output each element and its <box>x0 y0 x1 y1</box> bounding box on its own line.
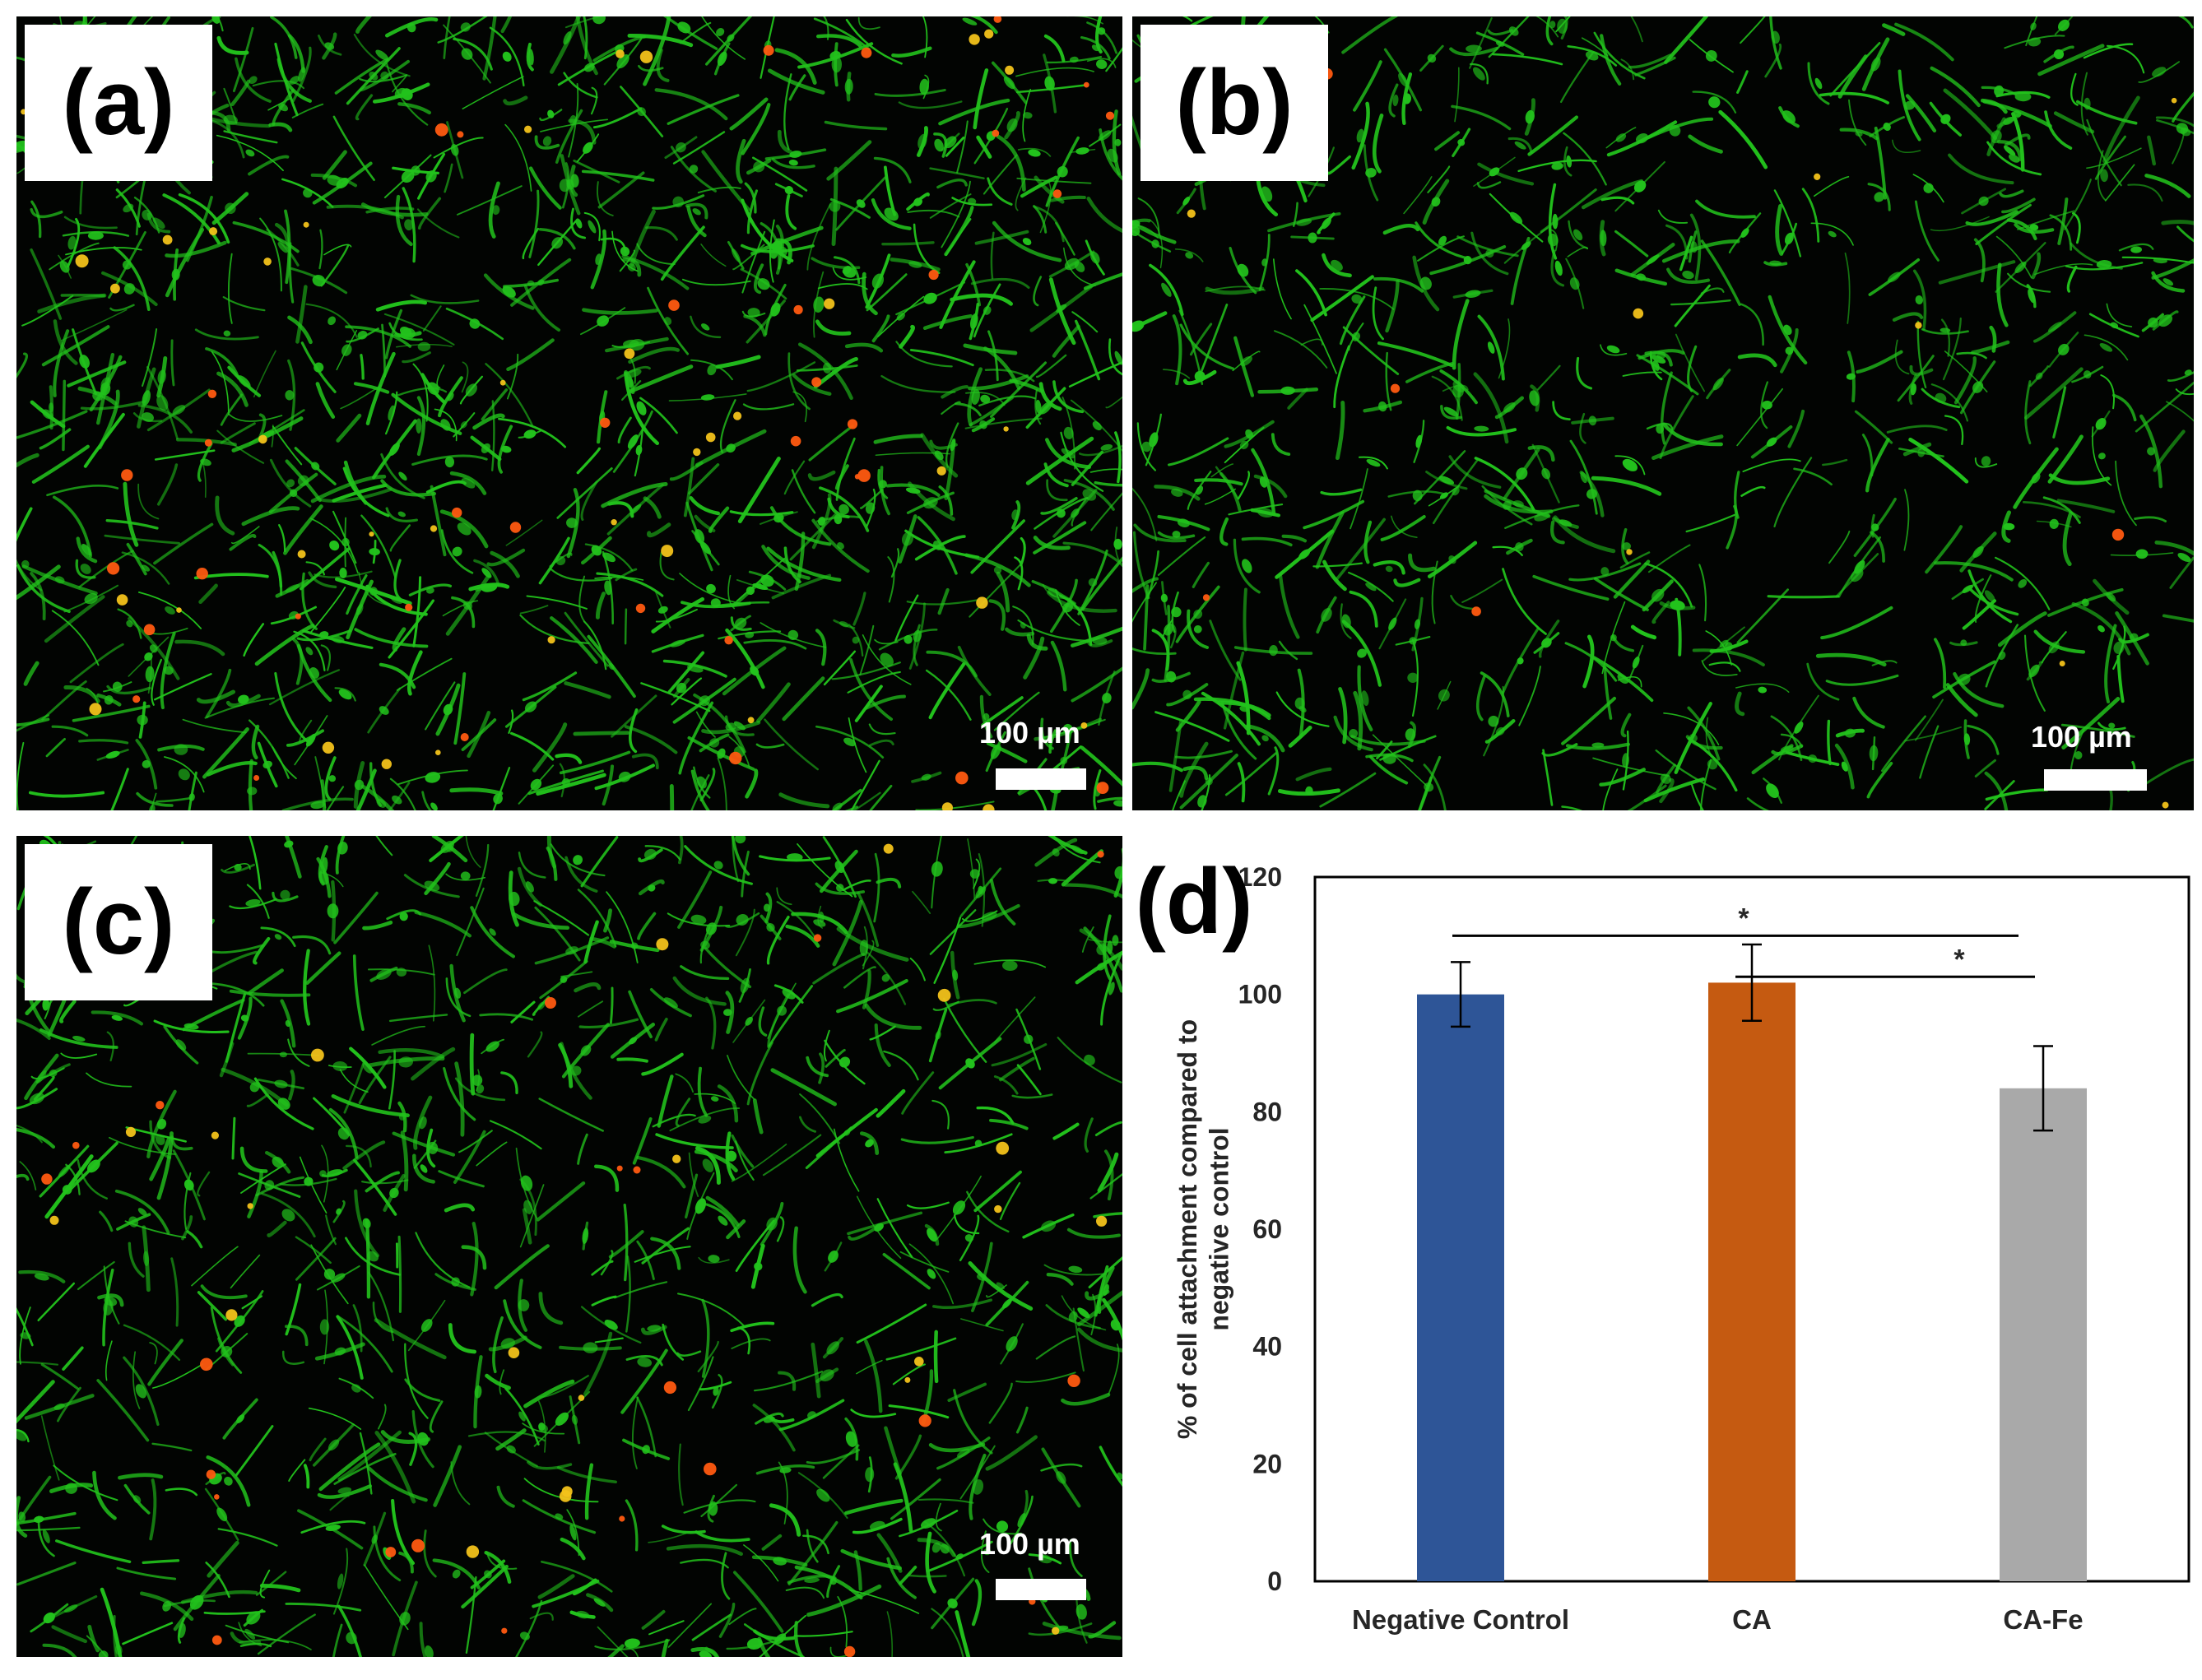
error-bar <box>2033 1045 2053 1132</box>
y-axis-label: % of cell attachment compared tonegative… <box>1173 1019 1233 1439</box>
y-tick-label: 60 <box>1252 1214 1282 1244</box>
scale-bar-label-b: 100 µm <box>2031 720 2132 754</box>
x-tick-label: CA <box>1732 1604 1772 1635</box>
bar-ca <box>1708 982 1796 1581</box>
bar-ca-fe <box>2000 1088 2087 1581</box>
significance-mark: * <box>1738 903 1749 934</box>
significance-mark: * <box>1953 944 1965 975</box>
cell-layer <box>1132 16 2194 810</box>
fluorescence-image-c <box>16 836 1122 1657</box>
scale-bar-label-c: 100 µm <box>979 1527 1080 1561</box>
scale-bar-a <box>996 768 1086 790</box>
error-bar <box>1742 943 1762 1023</box>
y-tick-label: 0 <box>1267 1566 1282 1596</box>
bar-negative-control <box>1417 994 1504 1581</box>
scale-bar-c <box>996 1579 1086 1600</box>
scale-bar-b <box>2044 769 2147 791</box>
fluorescence-image-b <box>1132 16 2194 810</box>
chart-panel-d: 0 20 40 60 80 100 120 % of cell attachment comp… <box>1132 836 2202 1680</box>
panel-label-d: (d) <box>1135 850 1253 953</box>
micrograph-panel-a: (a) 100 µm <box>16 16 1122 810</box>
y-tick-label: 120 <box>1238 862 1282 892</box>
panel-label-a: (a) <box>25 25 212 181</box>
bar-chart: 0 20 40 60 80 100 120 % of cell attachment comp… <box>1173 862 2190 1635</box>
micrograph-panel-c: (c) 100 µm <box>16 836 1122 1657</box>
y-tick-label: 80 <box>1252 1097 1282 1126</box>
scale-bar-label-a: 100 µm <box>979 716 1080 750</box>
y-tick-label: 40 <box>1252 1332 1282 1362</box>
x-tick-label: CA-Fe <box>2003 1604 2083 1635</box>
y-tick-label: 100 <box>1238 980 1282 1009</box>
y-tick-label: 20 <box>1252 1449 1282 1478</box>
x-tick-label: Negative Control <box>1352 1604 1569 1635</box>
panel-label-b: (b) <box>1140 25 1328 181</box>
error-bar <box>1451 961 1470 1028</box>
panel-label-c: (c) <box>25 844 212 1000</box>
micrograph-panel-b: (b) 100 µm <box>1132 16 2194 810</box>
cell-layer <box>16 836 1122 1657</box>
